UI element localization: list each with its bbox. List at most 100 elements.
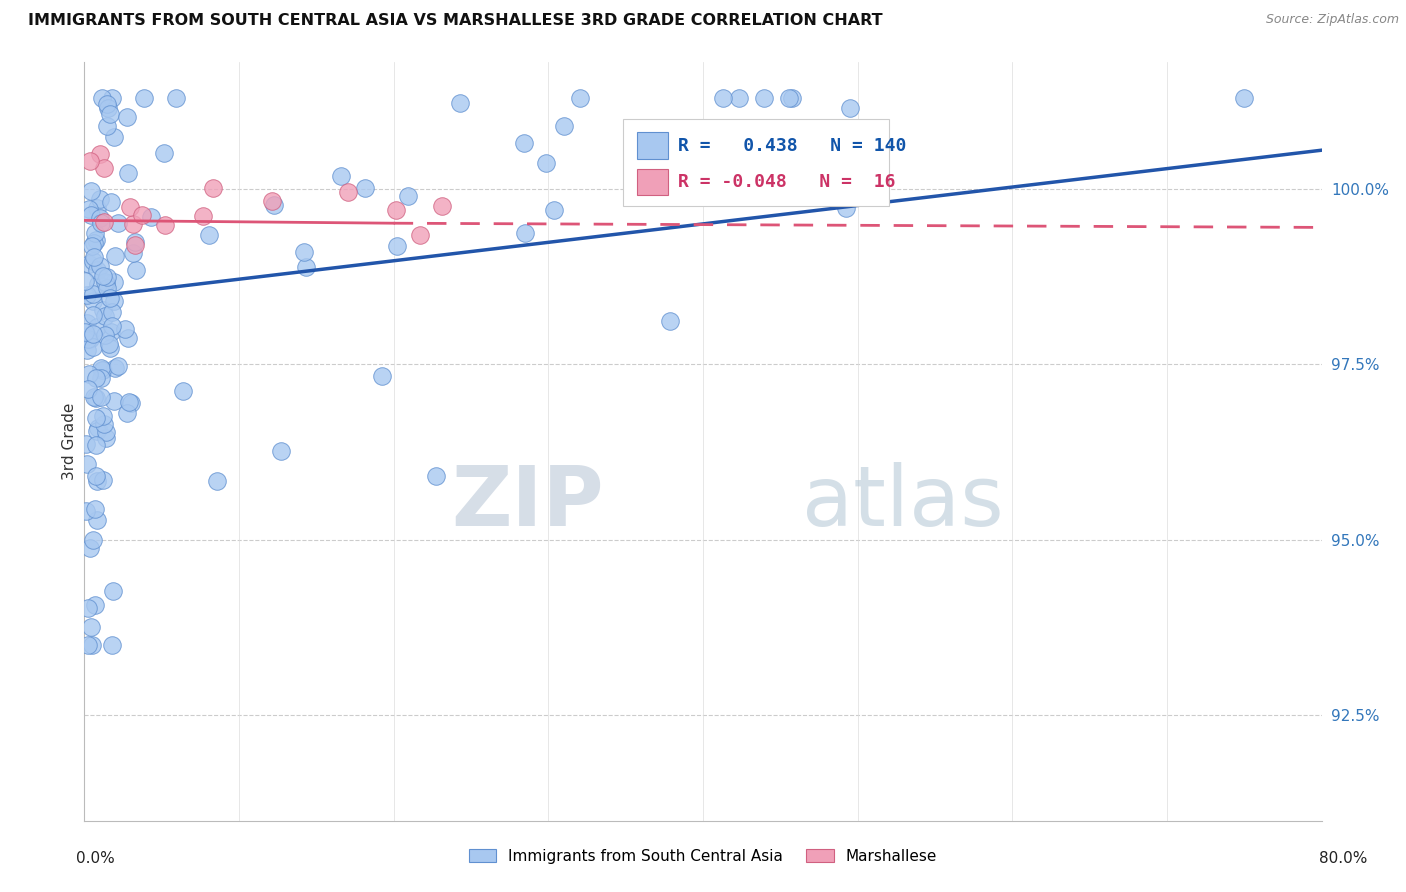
Point bbox=[107, 359, 129, 373]
Point bbox=[295, 260, 318, 274]
Point bbox=[513, 226, 536, 240]
Text: 0.0%: 0.0% bbox=[76, 851, 115, 865]
Point bbox=[83, 250, 105, 264]
Point bbox=[543, 202, 565, 217]
Point bbox=[117, 166, 139, 180]
Point bbox=[91, 303, 114, 318]
Bar bbox=[637, 132, 668, 159]
Point bbox=[193, 209, 215, 223]
Point bbox=[114, 322, 136, 336]
Point bbox=[121, 217, 143, 231]
Point bbox=[89, 361, 111, 376]
Point bbox=[96, 97, 118, 112]
Point bbox=[79, 367, 101, 381]
Point bbox=[512, 136, 534, 150]
Point bbox=[118, 395, 141, 409]
Point bbox=[100, 326, 122, 340]
Point bbox=[336, 185, 359, 199]
Point bbox=[94, 309, 117, 323]
Point bbox=[80, 620, 103, 634]
FancyBboxPatch shape bbox=[623, 120, 889, 206]
Point bbox=[87, 421, 110, 435]
Point bbox=[76, 457, 98, 471]
Point bbox=[93, 161, 115, 175]
Point bbox=[100, 194, 122, 209]
Point bbox=[780, 90, 803, 104]
Point bbox=[115, 406, 138, 420]
Point bbox=[270, 444, 292, 458]
Point bbox=[93, 215, 115, 229]
Text: IMMIGRANTS FROM SOUTH CENTRAL ASIA VS MARSHALLESE 3RD GRADE CORRELATION CHART: IMMIGRANTS FROM SOUTH CENTRAL ASIA VS MA… bbox=[28, 13, 883, 29]
Point bbox=[89, 192, 111, 206]
Point bbox=[76, 328, 98, 343]
Point bbox=[94, 276, 117, 290]
Point bbox=[86, 201, 108, 215]
Point bbox=[103, 394, 125, 409]
Point bbox=[84, 371, 107, 385]
Point bbox=[84, 437, 107, 451]
Point bbox=[101, 584, 124, 599]
Point bbox=[98, 337, 121, 351]
Point bbox=[94, 425, 117, 440]
Point bbox=[96, 119, 118, 133]
Point bbox=[73, 274, 96, 288]
Point bbox=[96, 431, 118, 445]
Point bbox=[91, 363, 114, 377]
Point bbox=[98, 341, 121, 355]
Text: Source: ZipAtlas.com: Source: ZipAtlas.com bbox=[1265, 13, 1399, 27]
Point bbox=[75, 504, 97, 518]
Point bbox=[90, 216, 112, 230]
Point bbox=[754, 90, 776, 104]
Point bbox=[107, 216, 129, 230]
Bar bbox=[637, 169, 668, 195]
Point bbox=[98, 291, 121, 305]
Point bbox=[83, 390, 105, 404]
Point bbox=[534, 156, 557, 170]
Point bbox=[82, 239, 104, 253]
Point bbox=[84, 411, 107, 425]
Text: R = -0.048   N =  16: R = -0.048 N = 16 bbox=[678, 173, 896, 191]
Point bbox=[94, 327, 117, 342]
Point bbox=[202, 181, 225, 195]
Point bbox=[385, 202, 408, 217]
Point bbox=[82, 308, 104, 322]
Point bbox=[371, 368, 394, 383]
Point bbox=[76, 343, 98, 358]
Text: atlas: atlas bbox=[801, 462, 1004, 542]
Point bbox=[90, 371, 112, 385]
Point bbox=[711, 90, 734, 104]
Point bbox=[91, 363, 114, 377]
Point bbox=[553, 119, 575, 133]
Point bbox=[86, 424, 108, 438]
Point bbox=[262, 194, 284, 209]
Point bbox=[124, 238, 146, 252]
Point bbox=[86, 263, 108, 277]
Point bbox=[91, 409, 114, 424]
Point bbox=[118, 201, 141, 215]
Point bbox=[89, 146, 111, 161]
Point bbox=[1233, 90, 1256, 104]
Point bbox=[835, 201, 858, 215]
Point bbox=[77, 257, 100, 271]
Point bbox=[86, 319, 108, 334]
Point bbox=[198, 227, 221, 242]
Point bbox=[80, 208, 103, 222]
Point bbox=[430, 198, 453, 212]
Point bbox=[86, 513, 108, 527]
Point bbox=[82, 533, 104, 548]
Point bbox=[104, 249, 127, 263]
Point bbox=[84, 391, 107, 405]
Point bbox=[76, 601, 98, 615]
Point bbox=[568, 90, 591, 104]
Point bbox=[387, 239, 409, 253]
Point bbox=[76, 316, 98, 330]
Point bbox=[80, 184, 103, 198]
Point bbox=[84, 233, 107, 247]
Point bbox=[77, 638, 100, 652]
Point bbox=[425, 468, 447, 483]
Point bbox=[91, 473, 114, 487]
Point bbox=[103, 275, 125, 289]
Point bbox=[354, 180, 377, 194]
Point bbox=[152, 145, 174, 160]
Point bbox=[96, 270, 118, 285]
